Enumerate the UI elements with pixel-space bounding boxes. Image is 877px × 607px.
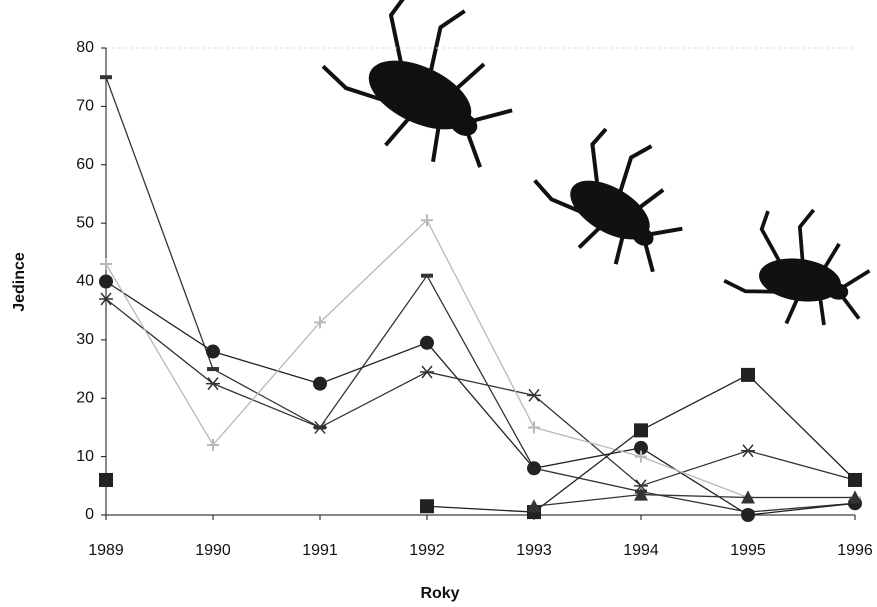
beetle	[517, 104, 711, 287]
marker	[100, 258, 112, 270]
marker	[527, 461, 541, 475]
x-tick-label: 1990	[195, 542, 231, 559]
marker	[420, 336, 434, 350]
beetle-illustrations	[304, 0, 877, 334]
marker	[420, 366, 434, 378]
series-line	[106, 282, 855, 516]
x-tick-label: 1993	[516, 542, 552, 559]
series-line	[534, 495, 855, 507]
marker	[848, 473, 862, 487]
x-axis-label: Roky	[420, 585, 459, 602]
page: Roky Jedince 0 10 20 30 40 50 60 70 80 1989 1990 19…	[0, 0, 877, 607]
y-tick-label: 20	[76, 389, 94, 406]
marker	[528, 421, 540, 433]
series-line	[106, 220, 855, 497]
y-tick-label: 70	[76, 98, 94, 115]
y-tick-label: 50	[76, 214, 94, 231]
marker	[741, 368, 755, 382]
marker	[206, 345, 220, 359]
y-tick-label: 40	[76, 273, 94, 290]
chart: Roky Jedince 0 10 20 30 40 50 60 70 80 1989 1990 19…	[0, 0, 877, 607]
marker	[634, 423, 648, 437]
marker	[99, 473, 113, 487]
y-tick-label: 80	[76, 39, 94, 56]
y-tick-label: 0	[85, 506, 94, 523]
x-tick-label: 1994	[623, 542, 659, 559]
series-line	[106, 299, 855, 486]
marker	[420, 499, 434, 513]
marker	[313, 421, 327, 433]
x-tick-label: 1996	[837, 542, 873, 559]
beetle	[719, 199, 876, 334]
y-tick-label: 30	[76, 331, 94, 348]
x-tick-label: 1995	[730, 542, 766, 559]
y-tick-label: 60	[76, 156, 94, 173]
y-tick-label: 10	[76, 448, 94, 465]
beetle	[304, 0, 542, 187]
series-line	[106, 77, 855, 512]
marker	[99, 275, 113, 289]
x-tick-label: 1992	[409, 542, 445, 559]
marker	[207, 367, 219, 371]
marker	[313, 377, 327, 391]
marker	[741, 508, 755, 522]
x-tick-label: 1989	[88, 542, 124, 559]
marker	[100, 75, 112, 79]
marker	[741, 445, 755, 457]
marker	[421, 274, 433, 278]
y-axis-label: Jedince	[11, 252, 28, 312]
x-tick-label: 1991	[302, 542, 338, 559]
